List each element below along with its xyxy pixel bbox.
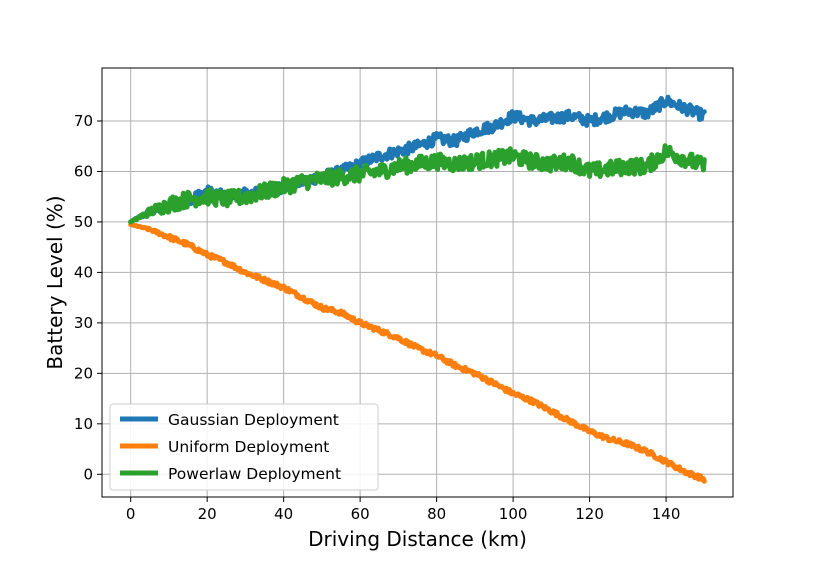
y-tick-label: 20 [74, 364, 93, 382]
y-tick-label: 40 [74, 263, 93, 281]
x-tick-label: 80 [427, 505, 446, 523]
legend-label-1: Gaussian Deployment [168, 411, 339, 429]
y-tick-label: 0 [83, 465, 93, 483]
y-tick-label: 30 [74, 314, 93, 332]
series-line-2 [128, 222, 707, 484]
legend-box [109, 403, 379, 491]
x-tick-label: 120 [575, 505, 604, 523]
legend-label-2: Uniform Deployment [168, 438, 329, 456]
y-tick-label: 10 [74, 415, 93, 433]
series-lines [128, 94, 707, 484]
series-line-3 [128, 143, 707, 225]
x-tick-label: 40 [274, 505, 293, 523]
legend-label-3: Powerlaw Deployment [168, 465, 341, 483]
x-tick-label: 60 [351, 505, 370, 523]
x-axis-label: Driving Distance (km) [308, 527, 527, 551]
plot-frame [101, 67, 734, 498]
x-tick-label: 20 [198, 505, 217, 523]
y-axis-label: Battery Level (%) [43, 195, 67, 369]
y-tick-label: 70 [74, 112, 93, 130]
axis-ticks: 0 20 40 60 80 100 120 140 0 10 20 30 40 50 60 70 [74, 112, 680, 523]
x-tick-label: 0 [126, 505, 136, 523]
y-tick-label: 60 [74, 162, 93, 180]
x-tick-label: 100 [499, 505, 528, 523]
x-tick-label: 140 [652, 505, 681, 523]
legend: Gaussian Deployment Uniform Deployment Pow… [109, 403, 379, 491]
y-tick-label: 50 [74, 213, 93, 231]
